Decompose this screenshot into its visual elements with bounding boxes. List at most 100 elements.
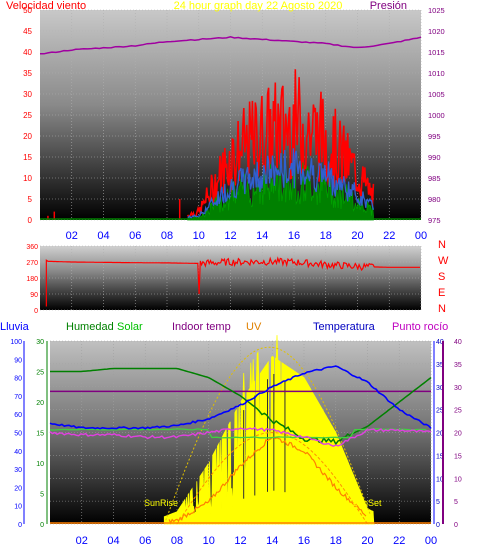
panel3-series [49,335,432,525]
x-tick-label: 18 [320,230,332,242]
y-tick-label: 0 [436,522,440,529]
x-tick-label: 04 [107,535,119,547]
panel2-series [45,256,420,307]
y-tick-label: 40 [436,339,444,346]
compass-label: S [438,271,445,283]
x-tick-label: 08 [171,535,183,547]
y-tick-label: 35 [23,69,32,78]
compass-label: N [438,239,446,251]
x-tick-label: 22 [393,535,405,547]
x-tick-label: 18 [330,535,342,547]
header-left-title: Velocidad viento [6,0,86,12]
panel3-legend: Lluvia Humedad Solar Indoor temp UV Temperatu… [0,321,448,333]
panel3-x-ticks: 02 04 06 08 10 12 14 16 18 20 22 00 [76,535,438,547]
y-tick-label: 360 [26,244,38,251]
compass-label: N [438,303,446,315]
y-tick-label: 25 [36,370,44,377]
y-tick-label: 90 [30,292,38,299]
y-tick-label: 10 [36,461,44,468]
compass-label: W [438,255,449,267]
y-tick-label: 990 [428,153,441,162]
y-tick-label: 25 [23,111,32,120]
y-tick-label: 5 [436,499,440,506]
legend-entry: Lluvia [0,321,30,333]
y-tick-label: 50 [23,6,32,15]
y-tick-label: 0 [40,522,44,529]
dew-point-line [49,426,432,447]
x-tick-label: 16 [288,230,300,242]
y-tick-label: 15 [454,453,462,460]
y-tick-label: 100 [10,339,22,346]
y-tick-label: 50 [14,431,22,438]
x-tick-label: 20 [361,535,373,547]
x-tick-label: 14 [256,230,268,242]
x-tick-label: 00 [425,535,437,547]
y-tick-label: 45 [23,27,32,36]
y-tick-label: 1020 [428,27,445,36]
y-tick-label: 80 [14,376,22,383]
pressure-line [40,36,422,55]
y-tick-label: 30 [36,339,44,346]
y-tick-label: 5 [454,499,458,506]
y-tick-label: 0 [28,216,33,225]
y-tick-label: 0 [18,522,22,529]
y-tick-label: 1005 [428,90,445,99]
uv-forecast-line [176,431,368,525]
y-tick-label: 20 [36,400,44,407]
x-tick-label: 12 [234,535,246,547]
legend-entry: Indoor temp [172,321,231,333]
y-tick-label: 10 [14,504,22,511]
y-tick-label: 5 [28,195,33,204]
x-tick-label: 06 [139,535,151,547]
y-tick-label: 25 [436,408,444,415]
y-tick-label: 10 [436,476,444,483]
x-tick-label: 04 [97,230,109,242]
y-tick-label: 995 [428,132,441,141]
panel1-x-ticks: 02 04 06 08 10 12 14 16 18 20 22 00 [66,230,428,242]
y-tick-label: 10 [23,174,32,183]
x-tick-label: 22 [383,230,395,242]
x-tick-label: 02 [66,230,78,242]
panel1-series [40,36,422,221]
y-tick-label: 1010 [428,69,445,78]
temperature-line [49,365,432,430]
x-tick-label: 02 [76,535,88,547]
y-tick-label: 10 [454,476,462,483]
panel3-humedad-ticks: 30 25 20 15 10 5 0 [36,339,48,529]
compass-label: E [438,287,445,299]
solar-area [163,335,375,525]
header-right-title: Presión [370,0,407,12]
panel2-left-ticks: 360 270 180 90 0 [26,244,38,315]
y-tick-label: 30 [23,90,32,99]
humidity-secondary-line [50,428,427,439]
x-tick-label: 20 [351,230,363,242]
legend-entry: Solar [117,321,143,333]
panel3-right-ticks: 40 40 35 35 30 30 25 25 20 20 15 15 10 10 5 5 0 0 [433,339,462,529]
y-tick-label: 20 [454,431,462,438]
y-tick-label: 30 [454,385,462,392]
legend-entry: Humedad [66,321,114,333]
humidity-line [50,367,432,446]
sunrise-label: SunRise [144,498,178,508]
y-tick-label: 40 [454,339,462,346]
y-tick-label: 35 [436,362,444,369]
panel1-right-ticks: 1025 1020 1015 1010 1005 1000 995 990 985 980 975 [428,6,445,225]
y-tick-label: 15 [36,431,44,438]
y-tick-label: 975 [428,216,441,225]
y-tick-label: 1015 [428,48,445,57]
y-tick-label: 40 [23,48,32,57]
y-tick-label: 1000 [428,111,445,120]
y-tick-label: 70 [14,394,22,401]
wind-direction-line [45,256,420,307]
y-tick-label: 15 [436,453,444,460]
y-tick-label: 270 [26,260,38,267]
sunset-label: SunSet [352,498,382,508]
solar-max-line [163,346,372,525]
uv-line [168,436,367,525]
y-tick-label: 980 [428,195,441,204]
wind-average-line [187,148,375,219]
wind-gust-line [186,69,375,219]
y-tick-label: 20 [436,431,444,438]
